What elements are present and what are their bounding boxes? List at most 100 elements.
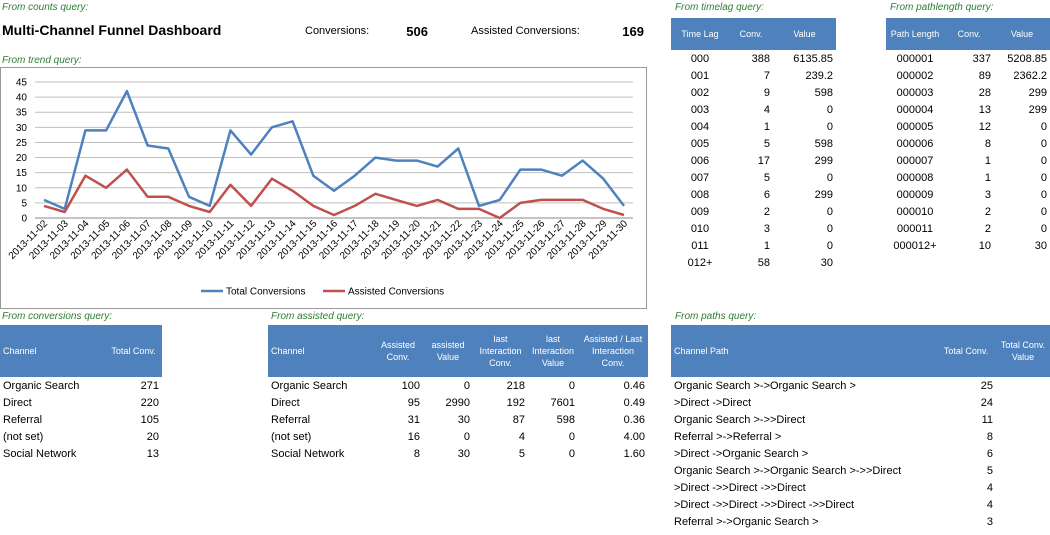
assisted-row-cell: 0 [568,430,575,443]
pathlength-row-cell: 0 [1040,171,1047,184]
conversions-row-cell: 20 [146,430,159,443]
conversions-row-cell: 220 [140,396,159,409]
paths-row-cell: 3 [986,515,993,528]
paths-row: Organic Search >->Organic Search > 25 [671,377,1050,394]
pathlength-row-cell: 000010 [896,205,934,218]
pathlength-header-length: Path Length [886,18,944,50]
pathlength-row-cell: 5208.85 [1007,52,1047,65]
assisted-header-last-value: last Interaction Value [528,325,578,377]
assisted-row-cell: 100 [401,379,420,392]
paths-row-cell [996,513,1050,530]
pathlength-row: 000010 2 0 [886,203,1050,220]
timelag-row-cell: 009 [690,205,710,218]
timelag-table: Time Lag Conv. Value 000 388 6135.85 001 7 23… [671,18,836,271]
timelag-query-label: From timelag query: [675,2,764,13]
pathlength-header-conv: Conv. [944,18,994,50]
assisted-row-cell: 218 [506,379,525,392]
paths-row-cell: Organic Search >->Organic Search >->>Dir… [674,464,902,477]
assisted-header-channel: Channel [268,325,373,377]
paths-header-path: Channel Path [671,325,936,377]
timelag-row-cell: 6 [763,188,770,201]
legend-label: Assisted Conversions [348,287,444,298]
paths-row-cell: Referral >->Organic Search > [674,515,819,528]
conversions-row-cell: (not set) [3,430,44,443]
assisted-row: Organic Search 100 0 218 0 0.46 [268,377,648,394]
timelag-header-conv: Conv. [729,18,773,50]
timelag-row-cell: 008 [690,188,710,201]
timelag-row-cell: 007 [690,171,710,184]
assisted-row-cell: 16 [407,430,420,443]
timelag-row-cell: 4 [763,103,770,116]
paths-row-cell: 8 [986,430,993,443]
timelag-row: 008 6 299 [671,186,836,203]
assisted-row-cell: Direct [271,396,300,409]
pathlength-row-cell: 000006 [896,137,934,150]
pathlength-row: 000006 8 0 [886,135,1050,152]
paths-row-cell [996,479,1050,496]
assisted-header-last-conv: last Interaction Conv. [473,325,528,377]
paths-row-cell: >Direct ->>Direct ->>Direct [674,481,806,494]
conversions-row-cell: Organic Search [3,379,80,392]
assisted-row-cell: 0 [568,447,575,460]
pathlength-table: Path Length Conv. Value 000001 337 5208.85… [886,18,1050,254]
paths-row-cell [996,394,1050,411]
pathlength-row: 000011 2 0 [886,220,1050,237]
paths-row: >Direct ->>Direct ->>Direct 4 [671,479,1050,496]
timelag-header-lag: Time Lag [671,18,729,50]
timelag-row-cell: 1 [763,239,770,252]
timelag-row-cell: 1 [763,120,770,133]
timelag-row-cell: 011 [691,239,709,252]
paths-row-cell [996,411,1050,428]
paths-row: Organic Search >->>Direct 11 [671,411,1050,428]
paths-row-cell: Organic Search >->>Direct [674,413,806,426]
conversions-value: 506 [406,24,428,39]
assisted-row-cell: 598 [556,413,575,426]
pathlength-row: 000008 1 0 [886,169,1050,186]
pathlength-row-cell: 000007 [896,154,934,167]
assisted-row-cell: Organic Search [271,379,348,392]
timelag-row-cell: 010 [690,222,710,235]
timelag-row-cell: 388 [751,52,770,65]
assisted-row-cell: (not set) [271,430,312,443]
timelag-row-cell: 9 [763,86,770,99]
paths-row-cell: 25 [980,379,993,392]
paths-row-cell [996,445,1050,462]
timelag-row-cell: 0 [826,103,833,116]
y-tick-label: 5 [21,198,27,209]
pathlength-row: 000005 12 0 [886,118,1050,135]
paths-row: Referral >->Organic Search > 3 [671,513,1050,530]
y-tick-label: 45 [16,78,28,89]
assisted-row: Referral 31 30 87 598 0.36 [268,411,648,428]
pathlength-row-cell: 0 [1040,222,1047,235]
timelag-row-cell: 0 [826,205,833,218]
pathlength-row-cell: 28 [978,86,991,99]
pathlength-row-cell: 30 [1034,239,1047,252]
paths-row-cell: >Direct ->Direct [674,396,752,409]
conversions-row-cell: Referral [3,413,43,426]
pathlength-header-value: Value [994,18,1050,50]
assisted-row: Direct 95 2990 192 7601 0.49 [268,394,648,411]
pathlength-row-cell: 000009 [896,188,934,201]
pathlength-row-cell: 000011 [897,222,933,235]
pathlength-row-cell: 000008 [896,171,934,184]
timelag-row-cell: 0 [826,120,833,133]
y-tick-label: 35 [16,108,28,119]
conversions-header-channel: Channel [0,325,105,377]
paths-row-cell [996,496,1050,513]
conversions-row: Referral 105 [0,411,162,428]
timelag-row-cell: 299 [814,188,833,201]
trend-chart-svg: 0510152025303540452013-11-022013-11-0320… [7,78,633,298]
assisted-row: (not set) 16 0 4 0 4.00 [268,428,648,445]
timelag-row: 002 9 598 [671,84,836,101]
assisted-row-cell: 0 [463,430,470,443]
conversions-header-total: Total Conv. [105,325,162,377]
timelag-row-cell: 005 [690,137,710,150]
pathlength-row-cell: 000004 [896,103,934,116]
conversions-query-label: From conversions query: [2,311,113,322]
pathlength-row-cell: 0 [1040,188,1047,201]
y-tick-label: 40 [16,93,28,104]
assisted-conversions-line [43,168,625,220]
assisted-row-cell: 4 [518,430,525,443]
paths-row-cell: >Direct ->Organic Search > [674,447,809,460]
conversions-row-cell: Direct [3,396,32,409]
